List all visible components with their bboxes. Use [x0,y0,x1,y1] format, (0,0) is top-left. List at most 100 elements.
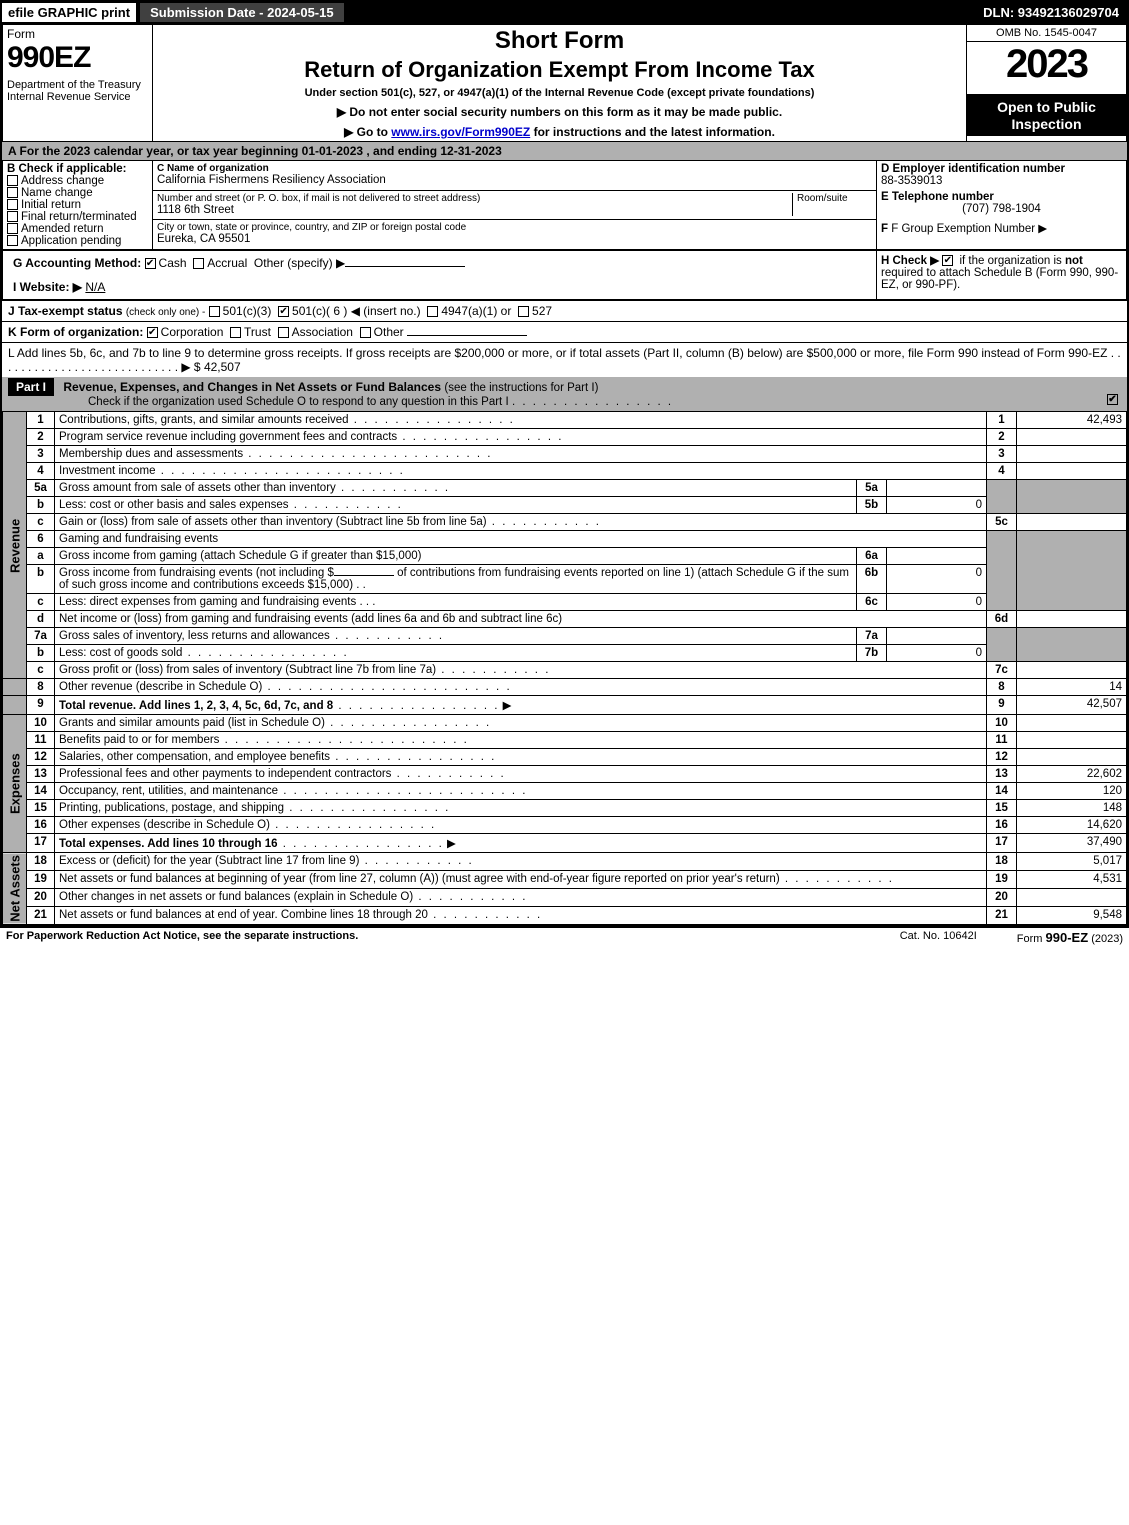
b-label: B Check if applicable: [7,163,148,175]
l15-val: 148 [1017,800,1127,817]
other-org-checkbox[interactable] [360,327,371,338]
grey-7 [987,628,1017,662]
l8-val: 14 [1017,679,1127,696]
l5b-desc: Less: cost or other basis and sales expe… [59,499,289,511]
l8-num: 8 [27,679,55,696]
street-value: 1118 6th Street [157,204,792,216]
l1-val: 42,493 [1017,412,1127,429]
501c-checkbox[interactable] [278,306,289,317]
l5a-num: 5a [27,480,55,497]
accrual-checkbox[interactable] [193,258,204,269]
initial-return-checkbox[interactable] [7,199,18,210]
other-input[interactable] [345,266,465,267]
address-change-checkbox[interactable] [7,175,18,186]
part-i-see: (see the instructions for Part I) [444,382,598,394]
l11-desc: Benefits paid to or for members [59,734,219,746]
b-item-1: Name change [21,187,93,199]
l6c-desc: Less: direct expenses from gaming and fu… [59,596,356,608]
l6b-ival: 0 [887,565,987,594]
goto-pre: ▶ Go to [344,125,391,139]
l18-num: 18 [27,853,55,871]
h-checkbox[interactable] [942,255,953,266]
line-j: J Tax-exempt status (check only one) - 5… [2,300,1127,321]
l6b-ilab: 6b [857,565,887,594]
l6d-lab: 6d [987,611,1017,628]
l6a-ilab: 6a [857,548,887,565]
gh-table: G Accounting Method: Cash Accrual Other … [2,250,1127,300]
street-label: Number and street (or P. O. box, if mail… [157,193,792,204]
l5c-lab: 5c [987,514,1017,531]
l7a-ilab: 7a [857,628,887,645]
line-l: L Add lines 5b, 6c, and 7b to line 9 to … [2,342,1127,377]
l15-desc: Printing, publications, postage, and shi… [59,802,284,814]
l14-desc: Occupancy, rent, utilities, and maintena… [59,785,278,797]
l13-desc: Professional fees and other payments to … [59,768,391,780]
footer-center: Cat. No. 10642I [900,930,977,945]
l11-lab: 11 [987,732,1017,749]
l21-val: 9,548 [1017,906,1127,924]
l19-desc: Net assets or fund balances at beginning… [59,873,780,885]
k-o3: Association [292,325,353,339]
part-i-header: Part I Revenue, Expenses, and Changes in… [2,377,1127,411]
footer: For Paperwork Reduction Act Notice, see … [0,927,1129,947]
form-number: 990EZ [7,41,148,75]
irs-link[interactable]: www.irs.gov/Form990EZ [391,125,530,139]
corp-checkbox[interactable] [147,327,158,338]
l13-num: 13 [27,766,55,783]
527-checkbox[interactable] [518,306,529,317]
l5c-desc: Gain or (loss) from sale of assets other… [59,516,487,528]
tax-year: 2023 [967,42,1126,87]
l5a-ilab: 5a [857,480,887,497]
l3-val [1017,446,1127,463]
l6b-blank[interactable] [334,575,394,576]
l9-lab: 9 [987,696,1017,715]
4947-checkbox[interactable] [427,306,438,317]
l12-desc: Salaries, other compensation, and employ… [59,751,330,763]
application-pending-checkbox[interactable] [7,235,18,246]
j-o2: 501(c)( 6 ) ◀ (insert no.) [292,304,421,318]
d-label: D Employer identification number [881,163,1122,175]
assoc-checkbox[interactable] [278,327,289,338]
amended-return-checkbox[interactable] [7,223,18,234]
501c3-checkbox[interactable] [209,306,220,317]
trust-checkbox[interactable] [230,327,241,338]
grey-5v [1017,480,1127,514]
name-change-checkbox[interactable] [7,187,18,198]
l21-desc: Net assets or fund balances at end of ye… [59,909,428,921]
l17-num: 17 [27,834,55,853]
e-label: E Telephone number [881,191,1122,203]
l5b-ival: 0 [887,497,987,514]
grey-5 [987,480,1017,514]
line-a: A For the 2023 calendar year, or tax yea… [2,142,1127,160]
rev-side-cont [3,679,27,696]
dots [512,396,673,408]
l2-num: 2 [27,429,55,446]
footer-left: For Paperwork Reduction Act Notice, see … [6,930,358,945]
schedule-o-checkbox[interactable] [1107,394,1118,405]
j-label: J Tax-exempt status [8,304,123,318]
l8-desc: Other revenue (describe in Schedule O) [59,681,262,693]
l17-desc: Total expenses. Add lines 10 through 16 [59,838,278,850]
l7b-ilab: 7b [857,645,887,662]
expenses-sidelabel: Expenses [3,715,27,853]
goto-text: ▶ Go to www.irs.gov/Form990EZ for instru… [157,125,962,139]
final-return-checkbox[interactable] [7,211,18,222]
l11-val [1017,732,1127,749]
l6b-num: b [27,565,55,594]
l3-lab: 3 [987,446,1017,463]
i-label: I Website: ▶ [13,280,82,294]
rev-side-cont2 [3,696,27,715]
other-org-input[interactable] [407,335,527,336]
cash-checkbox[interactable] [145,258,156,269]
l20-num: 20 [27,888,55,906]
l1-desc: Contributions, gifts, grants, and simila… [59,414,349,426]
l9-desc: Total revenue. Add lines 1, 2, 3, 4, 5c,… [59,700,333,712]
l19-lab: 19 [987,870,1017,888]
l6-desc: Gaming and fundraising events [55,531,987,548]
l6c-ilab: 6c [857,594,887,611]
l6c-ival: 0 [887,594,987,611]
l13-lab: 13 [987,766,1017,783]
l3-desc: Membership dues and assessments [59,448,243,460]
l4-num: 4 [27,463,55,480]
l7b-num: b [27,645,55,662]
